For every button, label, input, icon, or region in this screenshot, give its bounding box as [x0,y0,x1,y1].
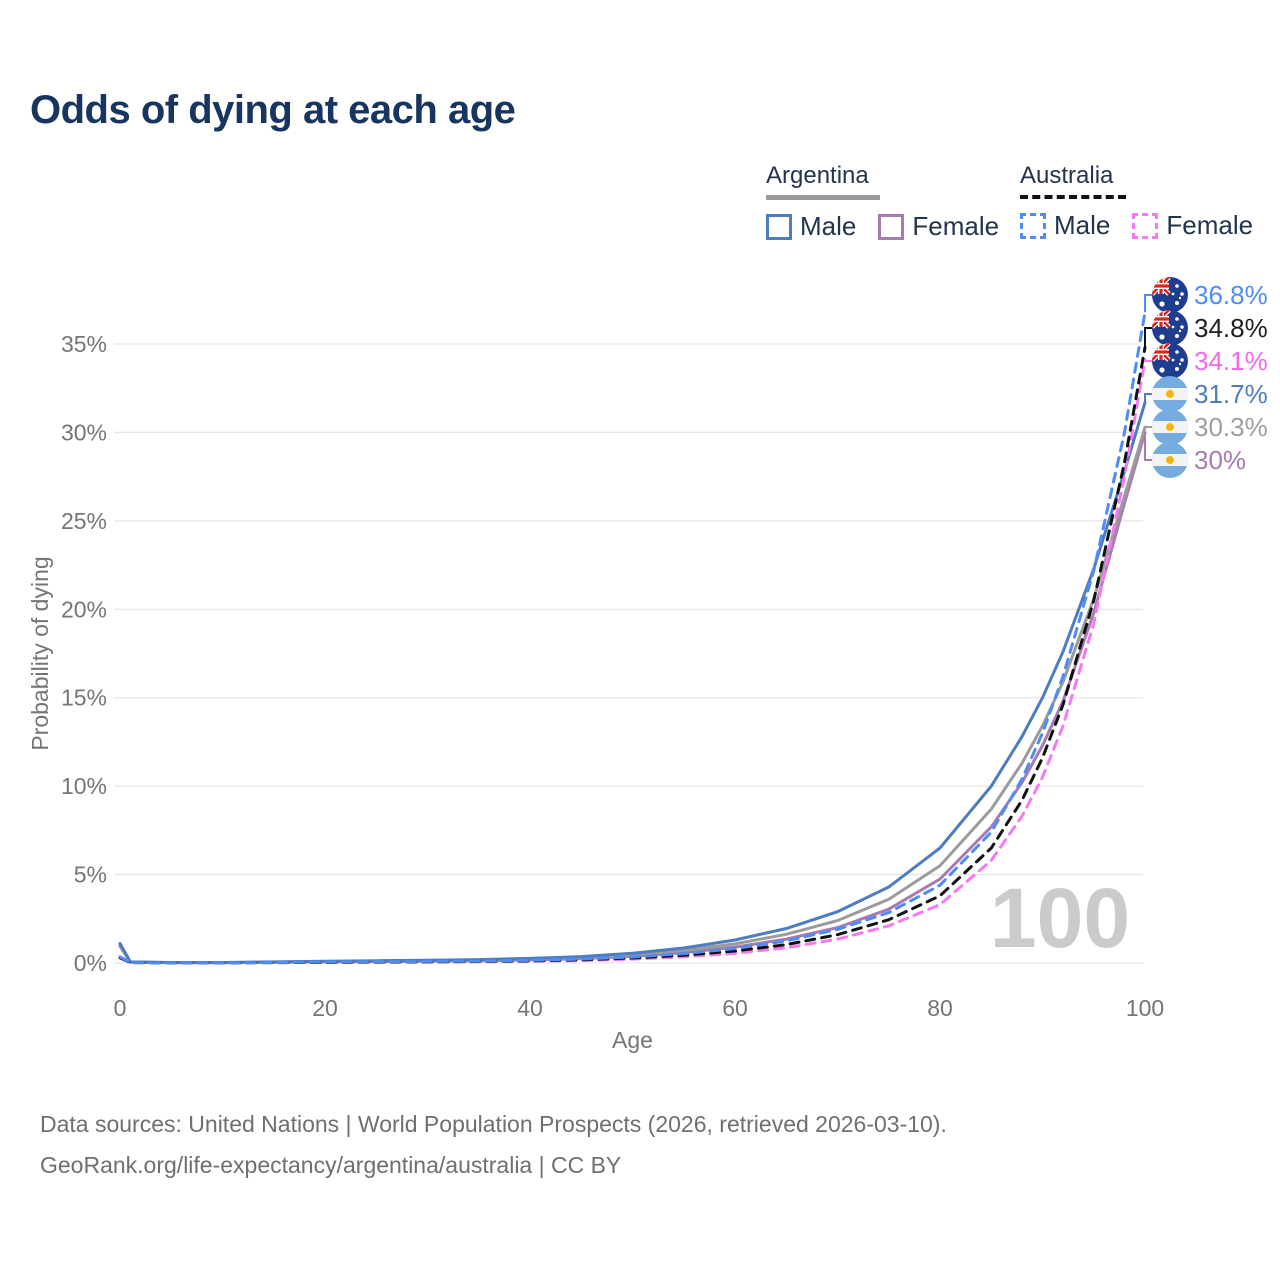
argentina-flag-icon [1152,442,1188,478]
line-australia [118,346,1147,965]
footer: Data sources: United Nations | World Pop… [40,1104,947,1186]
legend-group-australia: Australia Male Female [1020,162,1275,241]
legend-item-argentina-female[interactable]: Female [878,211,999,242]
leader-line [1144,393,1152,403]
y-tick-label: 10% [61,773,107,799]
argentina-flag-icon [1152,376,1188,412]
line-australia-female [118,358,1147,965]
australia-female-swatch-icon [1132,212,1159,239]
end-label-argentina-male: 31.7% [1194,379,1268,409]
australia-flag-icon [1152,343,1188,379]
australia-male-swatch-icon [1020,212,1046,239]
line-argentina-male [118,400,1147,964]
age-watermark: 100 [990,871,1130,965]
y-tick-label: 25% [61,508,107,534]
legend-country-argentina[interactable]: Argentina [766,162,869,189]
end-label-australia: 34.8% [1194,313,1268,343]
legend-item-australia-male[interactable]: Male [1020,210,1110,241]
x-tick-label: 80 [927,995,953,1021]
y-tick-label: 15% [61,685,107,711]
leader-line [1144,294,1152,313]
x-tick-label: 0 [114,995,127,1021]
argentina-line-style-sample [766,195,880,200]
y-tick-label: 0% [74,950,107,976]
y-tick-label: 35% [61,331,107,357]
australia-flag-icon [1152,277,1188,313]
y-tick-label: 20% [61,596,107,622]
page-title: Odds of dying at each age [30,88,516,132]
attribution-link[interactable]: GeoRank.org/life-expectancy/argentina/au… [40,1152,622,1178]
data-sources-text: Data sources: United Nations | World Pop… [40,1111,947,1137]
australia-line-style-sample [1020,195,1126,199]
x-tick-label: 100 [1126,995,1164,1021]
leader-line [1144,359,1152,362]
x-axis-title: Age [612,1027,653,1053]
legend-item-australia-female[interactable]: Female [1132,210,1253,241]
argentina-male-swatch-icon [766,213,792,240]
x-tick-label: 20 [312,995,338,1021]
legend-item-label: Male [800,211,857,241]
end-label-australia-female: 34.1% [1194,346,1268,376]
legend-item-argentina-male[interactable]: Male [766,211,856,242]
australia-flag-icon [1152,310,1188,346]
legend-item-label: Female [1166,210,1254,240]
end-label-argentina-female: 30% [1194,445,1246,475]
legend-country-australia[interactable]: Australia [1020,162,1114,189]
legend-group-argentina: Argentina Male Female [766,162,1021,242]
x-tick-label: 40 [517,995,543,1021]
end-label-argentina: 30.3% [1194,412,1268,442]
leader-line [1144,327,1152,348]
end-label-australia-male: 36.8% [1194,280,1268,310]
line-australia-male [118,310,1147,965]
legend-item-label: Female [912,211,1000,241]
y-tick-label: 30% [61,419,107,445]
x-tick-label: 60 [722,995,748,1021]
y-axis-title: Probability of dying [27,556,53,750]
argentina-female-swatch-icon [878,213,905,240]
y-tick-label: 5% [74,862,107,888]
argentina-flag-icon [1152,409,1188,445]
legend-item-label: Male [1054,210,1111,240]
leader-line [1144,432,1152,461]
